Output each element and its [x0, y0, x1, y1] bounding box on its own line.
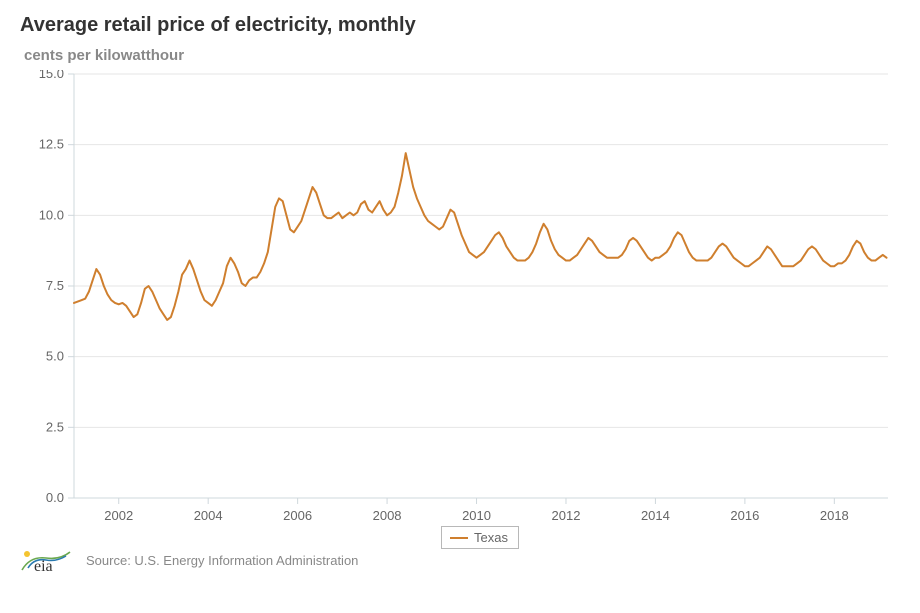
x-tick-label: 2008: [373, 508, 402, 523]
legend: Texas: [441, 526, 519, 549]
x-tick-label: 2016: [730, 508, 759, 523]
y-tick-label: 10.0: [39, 207, 64, 222]
line-chart: 0.0 2.5 5.0 7.5 10.0 12.5 15.0 2002 2004 2006 2008…: [20, 70, 900, 540]
x-tick-label: 2002: [104, 508, 133, 523]
x-tick-label: 2018: [820, 508, 849, 523]
legend-label: Texas: [474, 530, 508, 545]
y-axis-unit-label: cents per kilowatthour: [24, 47, 908, 64]
y-tick-label: 0.0: [46, 490, 64, 505]
y-tick-label: 5.0: [46, 349, 64, 364]
x-tick-label: 2014: [641, 508, 670, 523]
y-tick-label: 15.0: [39, 70, 64, 81]
series-line-texas: [74, 153, 887, 320]
chart-area: 0.0 2.5 5.0 7.5 10.0 12.5 15.0 2002 2004 2006 2008…: [20, 70, 900, 540]
svg-text:eia: eia: [34, 558, 53, 574]
eia-logo: eia: [20, 546, 72, 574]
x-tick-label: 2006: [283, 508, 312, 523]
legend-swatch: [450, 537, 468, 539]
x-tick-label: 2012: [552, 508, 581, 523]
y-tick-label: 7.5: [46, 278, 64, 293]
y-tick-label: 12.5: [39, 137, 64, 152]
source-attribution: Source: U.S. Energy Information Administ…: [86, 553, 358, 568]
x-tick-label: 2004: [194, 508, 223, 523]
x-tick-label: 2010: [462, 508, 491, 523]
y-tick-label: 2.5: [46, 419, 64, 434]
chart-title: Average retail price of electricity, mon…: [20, 14, 908, 37]
